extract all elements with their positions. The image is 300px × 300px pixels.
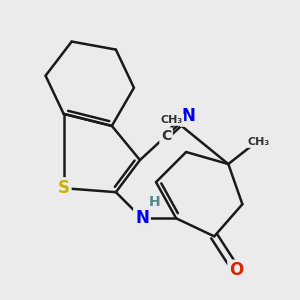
Text: N: N	[181, 107, 195, 125]
Text: C: C	[161, 129, 171, 143]
Text: H: H	[149, 195, 161, 209]
Text: N: N	[135, 209, 149, 227]
Text: CH₃: CH₃	[161, 115, 183, 125]
Text: O: O	[229, 262, 244, 280]
Text: CH₃: CH₃	[247, 137, 270, 147]
Text: S: S	[58, 179, 70, 197]
